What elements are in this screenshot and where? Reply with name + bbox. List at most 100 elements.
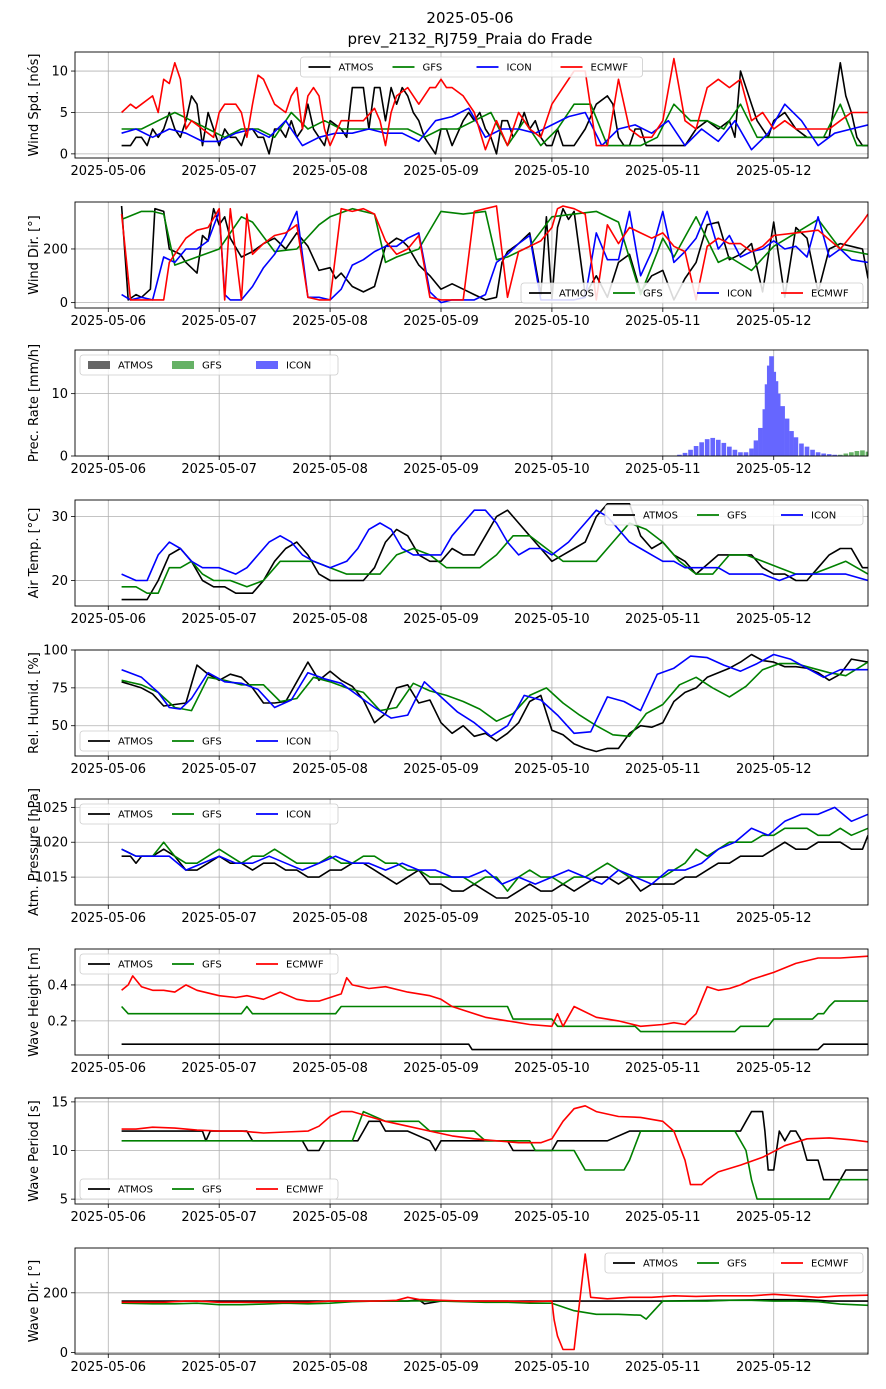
series-line-gfs: [121, 207, 868, 296]
x-tick-label: 2025-05-06: [70, 1061, 146, 1076]
y-tick-label: 0: [60, 450, 68, 465]
bar-gfs: [843, 453, 849, 456]
x-tick-label: 2025-05-06: [70, 762, 146, 777]
x-tick-label: 2025-05-08: [292, 1210, 368, 1225]
x-tick-label: 2025-05-08: [292, 1360, 368, 1375]
plot-area: [121, 502, 868, 601]
y-tick-label: 0.2: [47, 1014, 68, 1029]
x-tick-label: 2025-05-07: [181, 612, 257, 627]
bar-icon: [753, 440, 759, 456]
bar-icon: [743, 452, 749, 456]
chart-panel-6: 2025-05-06 2025-05-07 2025-05-08 2025-05-09…: [27, 788, 869, 926]
plot-area: [121, 1105, 868, 1200]
legend-swatch-gfs: [172, 361, 194, 369]
x-tick-label: 2025-05-09: [403, 911, 479, 926]
y-tick-label: 10: [51, 1144, 68, 1159]
y-tick-label: 0: [60, 147, 68, 162]
bar-icon: [815, 452, 821, 456]
series-line-gfs: [121, 1000, 868, 1033]
axes-frame: [74, 1247, 869, 1355]
legend: ATMOS GFS ICON ECMWF: [300, 56, 643, 78]
y-tick-label: 5: [60, 106, 68, 121]
y-axis-label: Wind Dir. [°]: [27, 215, 42, 295]
legend: ATMOS GFS ECMWF: [604, 1252, 864, 1274]
series-line-ecmwf: [121, 1253, 868, 1351]
legend-box: [300, 56, 643, 78]
y-tick-label: 0: [60, 1346, 68, 1361]
x-tick-label: 2025-05-11: [625, 1061, 701, 1076]
x-tick-label: 2025-05-07: [181, 762, 257, 777]
y-tick-label: 5: [60, 1193, 68, 1208]
x-tick-label: 2025-05-08: [292, 911, 368, 926]
legend-label-icon: ICON: [286, 737, 311, 748]
plot-area: [121, 57, 868, 155]
bar-icon: [826, 454, 832, 456]
y-axis-label: Air Temp. [°C]: [27, 508, 42, 599]
y-tick-label: 10: [51, 387, 68, 402]
x-tick-label: 2025-05-11: [625, 462, 701, 477]
legend-box: [520, 282, 864, 304]
y-tick-label: 100: [43, 644, 68, 659]
y-tick-label: 20: [51, 574, 68, 589]
legend: ATMOS GFS ECMWF: [79, 1178, 339, 1200]
x-tick-label: 2025-05-12: [736, 1360, 812, 1375]
x-tick-label: 2025-05-09: [403, 164, 479, 179]
x-tick-label: 2025-05-10: [514, 462, 590, 477]
x-tick-label: 2025-05-12: [736, 1210, 812, 1225]
bar-icon: [732, 449, 738, 456]
chart-panel-1: 2025-05-06 2025-05-07 2025-05-08 2025-05-09…: [27, 51, 869, 179]
plot-area: [121, 1253, 868, 1351]
legend-label-ecmwf: ECMWF: [286, 960, 324, 971]
series-line-atmos: [121, 502, 868, 601]
legend-box: [79, 730, 339, 752]
x-tick-label: 2025-05-10: [514, 911, 590, 926]
legend-label-atmos: ATMOS: [118, 810, 153, 821]
y-tick-label: 50: [51, 719, 68, 734]
x-tick-label: 2025-05-07: [181, 911, 257, 926]
series-line-atmos: [121, 835, 868, 899]
series-line-icon: [121, 210, 868, 304]
legend-box: [79, 1178, 339, 1200]
legend-label-gfs: GFS: [202, 1185, 222, 1196]
x-tick-label: 2025-05-09: [403, 1210, 479, 1225]
bar-icon: [677, 454, 682, 456]
x-tick-label: 2025-05-08: [292, 1061, 368, 1076]
bar-icon: [749, 448, 754, 456]
legend: ATMOS GFS ICON: [604, 504, 864, 526]
x-tick-label: 2025-05-08: [292, 462, 368, 477]
y-axis-label: Atm. Pressure [hPa]: [27, 788, 42, 916]
legend-label-atmos: ATMOS: [118, 737, 153, 748]
y-axis-label: Rel. Humid. [%]: [27, 652, 42, 754]
legend-label-icon: ICON: [286, 361, 311, 372]
series-line-ecmwf: [120, 205, 868, 301]
x-tick-label: 2025-05-12: [736, 1061, 812, 1076]
axes-frame: [74, 51, 869, 159]
plot-area: [121, 653, 868, 753]
bar-icon: [738, 452, 743, 456]
chart-panel-5: 2025-05-06 2025-05-07 2025-05-08 2025-05-09…: [27, 644, 869, 777]
axes-frame: [74, 798, 869, 906]
legend: ATMOS GFS ECMWF: [79, 953, 339, 975]
legend-label-gfs: GFS: [202, 810, 222, 821]
series-line-icon: [121, 806, 868, 885]
x-tick-label: 2025-05-08: [292, 164, 368, 179]
legend-label-atmos: ATMOS: [643, 511, 678, 522]
x-tick-label: 2025-05-12: [736, 612, 812, 627]
x-tick-label: 2025-05-11: [625, 164, 701, 179]
chart-panel-8: 2025-05-06 2025-05-07 2025-05-08 2025-05-09…: [27, 1095, 869, 1225]
axes-frame: [74, 499, 869, 607]
legend-label-icon: ICON: [811, 511, 836, 522]
x-tick-label: 2025-05-11: [625, 911, 701, 926]
x-tick-label: 2025-05-09: [403, 314, 479, 329]
legend-label-atmos: ATMOS: [118, 960, 153, 971]
x-tick-label: 2025-05-11: [625, 1360, 701, 1375]
x-tick-label: 2025-05-07: [181, 1360, 257, 1375]
y-tick-label: 1025: [35, 801, 68, 816]
x-tick-label: 2025-05-10: [514, 612, 590, 627]
x-tick-label: 2025-05-08: [292, 762, 368, 777]
x-tick-label: 2025-05-10: [514, 1061, 590, 1076]
plot-area: [677, 356, 868, 456]
x-tick-label: 2025-05-11: [625, 612, 701, 627]
series-line-atmos: [121, 1043, 868, 1051]
chart-panel-2: 2025-05-06 2025-05-07 2025-05-08 2025-05-09…: [27, 201, 869, 329]
